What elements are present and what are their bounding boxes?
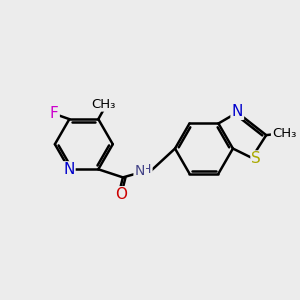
Text: F: F — [50, 106, 59, 122]
Text: N: N — [63, 162, 74, 177]
Text: N: N — [134, 164, 145, 178]
Text: H: H — [142, 163, 152, 176]
Text: CH₃: CH₃ — [91, 98, 116, 111]
Text: CH₃: CH₃ — [272, 127, 296, 140]
Text: N: N — [232, 104, 243, 119]
Text: S: S — [251, 152, 261, 166]
Text: O: O — [115, 187, 127, 202]
